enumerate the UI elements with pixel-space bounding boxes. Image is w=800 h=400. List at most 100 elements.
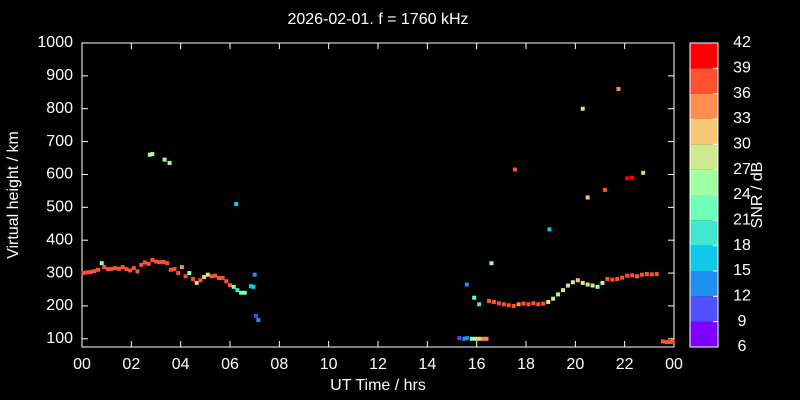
- colorbar-bin: [690, 296, 718, 322]
- point: [167, 160, 172, 165]
- x-tick-label: 04: [172, 356, 190, 373]
- point: [457, 336, 462, 341]
- point: [172, 267, 177, 272]
- colorbar-bin: [690, 43, 718, 69]
- point: [551, 296, 556, 301]
- point: [590, 283, 595, 288]
- colorbar-tick-label: 39: [733, 60, 751, 77]
- chart-title: 2026-02-01. f = 1760 kHz: [287, 11, 468, 28]
- point: [256, 318, 261, 323]
- point: [600, 280, 605, 285]
- point: [154, 259, 158, 264]
- point: [162, 157, 167, 162]
- point: [516, 302, 521, 307]
- y-tick-label: 700: [46, 133, 73, 150]
- point: [565, 283, 570, 288]
- colorbar-label: SNR / dB: [749, 162, 766, 229]
- point: [511, 303, 516, 308]
- point: [615, 276, 620, 281]
- colorbar-tick-label: 15: [733, 262, 751, 279]
- colorbar-bin: [690, 195, 718, 221]
- point: [641, 170, 646, 175]
- colorbar-tick-label: 21: [733, 212, 751, 229]
- point: [506, 303, 511, 308]
- point: [477, 336, 482, 341]
- point: [472, 295, 477, 300]
- y-axis-label: Virtual height / km: [5, 131, 22, 259]
- y-tick-label: 400: [46, 231, 73, 248]
- point: [161, 259, 166, 264]
- point: [202, 274, 207, 279]
- colorbar-bin: [690, 93, 718, 119]
- point: [135, 269, 140, 274]
- y-tick-label: 100: [46, 330, 73, 347]
- point: [464, 336, 469, 341]
- point: [605, 276, 610, 281]
- point: [228, 283, 232, 288]
- point: [575, 278, 580, 283]
- point: [620, 275, 625, 280]
- y-tick-label: 500: [46, 199, 73, 216]
- point: [487, 298, 491, 303]
- point: [176, 271, 181, 276]
- point: [131, 266, 136, 271]
- point: [501, 302, 506, 307]
- y-tick-label: 600: [46, 166, 73, 183]
- point: [213, 273, 218, 278]
- colorbar-tick-label: 33: [733, 110, 751, 127]
- y-tick-label: 1000: [37, 34, 73, 51]
- point: [205, 272, 210, 277]
- colorbar-tick-label: 12: [733, 288, 751, 305]
- point: [120, 265, 125, 270]
- point: [168, 267, 173, 272]
- point: [480, 336, 485, 341]
- point: [113, 266, 118, 271]
- point: [521, 301, 526, 306]
- point: [630, 273, 635, 278]
- colorbar-tick-label: 30: [733, 136, 751, 153]
- point: [96, 267, 101, 272]
- colorbar-tick-label: 6: [738, 338, 747, 355]
- point: [191, 276, 195, 281]
- point: [147, 152, 152, 157]
- point: [139, 262, 144, 267]
- point: [109, 266, 114, 271]
- point: [464, 282, 469, 287]
- colorbar-bin: [690, 68, 718, 94]
- point: [477, 302, 482, 307]
- x-tick-label: 00: [665, 356, 683, 373]
- point: [625, 176, 630, 181]
- point: [616, 87, 621, 92]
- x-tick-label: 22: [616, 356, 634, 373]
- point: [124, 267, 129, 272]
- point: [252, 272, 257, 277]
- point: [92, 269, 97, 274]
- point: [531, 301, 536, 306]
- point: [462, 336, 467, 341]
- x-axis-label: UT Time / hrs: [330, 377, 426, 394]
- point: [187, 271, 192, 276]
- point: [630, 175, 635, 180]
- point: [484, 336, 489, 341]
- point: [489, 261, 494, 266]
- point: [150, 152, 155, 157]
- colorbar-bin: [690, 271, 718, 297]
- point: [541, 301, 546, 306]
- point: [251, 284, 256, 289]
- point: [88, 270, 93, 275]
- point: [253, 313, 258, 318]
- point: [556, 292, 561, 297]
- point: [150, 257, 155, 262]
- x-tick-label: 10: [320, 356, 338, 373]
- x-tick-label: 02: [122, 356, 140, 373]
- point: [635, 274, 639, 279]
- point: [546, 299, 551, 304]
- point: [183, 274, 188, 279]
- point: [639, 272, 644, 277]
- point: [580, 106, 585, 111]
- point: [512, 167, 517, 172]
- x-tick-label: 08: [270, 356, 288, 373]
